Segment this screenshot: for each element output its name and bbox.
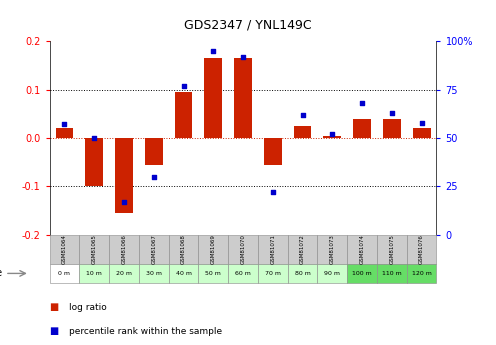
Text: GSM81070: GSM81070	[241, 234, 246, 264]
Bar	[145, 138, 163, 165]
Text: GSM81067: GSM81067	[151, 234, 156, 264]
Text: GSM81064: GSM81064	[62, 234, 67, 264]
Bar	[294, 126, 311, 138]
Text: 90 m: 90 m	[324, 271, 340, 276]
Bar	[56, 128, 73, 138]
Bar	[353, 119, 371, 138]
Text: 70 m: 70 m	[265, 271, 281, 276]
Bar	[115, 138, 133, 213]
Point	[328, 131, 336, 137]
Text: GSM81072: GSM81072	[300, 234, 305, 264]
Text: GSM81066: GSM81066	[122, 234, 126, 264]
Bar	[383, 119, 401, 138]
Text: 50 m: 50 m	[205, 271, 221, 276]
Text: 40 m: 40 m	[176, 271, 191, 276]
Text: 120 m: 120 m	[412, 271, 432, 276]
Bar	[234, 58, 252, 138]
Point	[358, 100, 366, 106]
Text: time: time	[0, 268, 2, 278]
Point	[388, 110, 396, 116]
Point	[61, 122, 68, 127]
Point	[120, 199, 128, 205]
Text: 10 m: 10 m	[86, 271, 102, 276]
Bar	[264, 138, 282, 165]
Text: percentile rank within the sample: percentile rank within the sample	[69, 327, 223, 336]
Text: ■: ■	[50, 302, 59, 312]
Bar	[413, 128, 431, 138]
Text: GSM81074: GSM81074	[360, 234, 365, 264]
Text: 0 m: 0 m	[59, 271, 70, 276]
Text: 30 m: 30 m	[146, 271, 162, 276]
Text: ■: ■	[50, 326, 59, 336]
Text: GSM81073: GSM81073	[330, 234, 335, 264]
Point	[418, 120, 426, 125]
Text: GSM81071: GSM81071	[270, 234, 275, 264]
Point	[180, 83, 187, 89]
Text: GSM81069: GSM81069	[211, 234, 216, 264]
Text: GSM81075: GSM81075	[389, 234, 394, 264]
Point	[209, 48, 217, 54]
Point	[90, 135, 98, 141]
Point	[239, 54, 247, 60]
Text: 100 m: 100 m	[352, 271, 372, 276]
Point	[299, 112, 307, 118]
Bar	[323, 136, 341, 138]
Point	[269, 189, 277, 195]
Bar	[204, 58, 222, 138]
Text: log ratio: log ratio	[69, 303, 107, 312]
Point	[150, 174, 158, 179]
Bar	[85, 138, 103, 186]
Text: 20 m: 20 m	[116, 271, 132, 276]
Text: 60 m: 60 m	[235, 271, 251, 276]
Text: GDS2347 / YNL149C: GDS2347 / YNL149C	[184, 18, 312, 31]
Text: GSM81076: GSM81076	[419, 234, 424, 264]
Bar	[175, 92, 192, 138]
Text: GSM81068: GSM81068	[181, 234, 186, 264]
Text: 110 m: 110 m	[382, 271, 402, 276]
Text: 80 m: 80 m	[295, 271, 310, 276]
Text: GSM81065: GSM81065	[92, 234, 97, 264]
